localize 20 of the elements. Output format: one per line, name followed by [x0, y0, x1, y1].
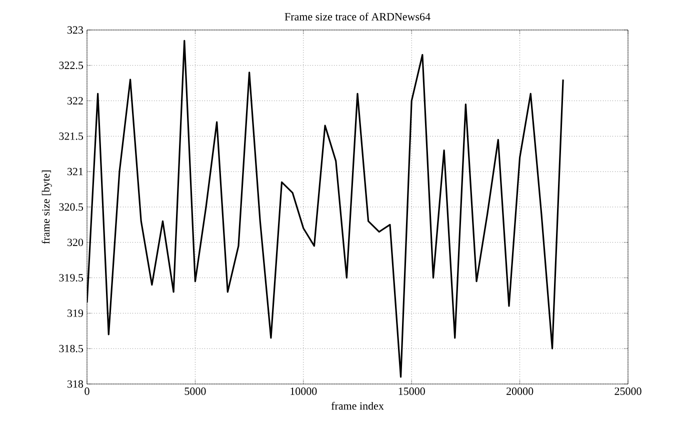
- x-tick-label: 10000: [290, 388, 317, 395]
- x-tick-label: 20000: [506, 388, 534, 395]
- x-tick-label: 15000: [398, 388, 425, 395]
- y-tick-label: 322: [68, 97, 83, 104]
- y-tick-label: 322.5: [59, 62, 84, 70]
- y-tick-label: 320.5: [59, 203, 84, 211]
- y-tick-label: 320: [68, 238, 84, 246]
- y-tick-label: 323: [68, 26, 84, 34]
- x-tick-label: 25000: [614, 388, 642, 395]
- chart-title: Frame size trace of ARDNews64: [284, 12, 430, 20]
- y-tick-label: 319.5: [59, 274, 84, 282]
- x-tick-label: 5000: [184, 388, 206, 395]
- y-tick-label: 321.5: [59, 132, 84, 140]
- x-tick-label: 0: [84, 388, 90, 395]
- y-tick-label: 318.5: [59, 344, 84, 352]
- y-axis-title: frame size [byte]: [42, 170, 52, 244]
- y-tick-label: 321: [68, 168, 83, 176]
- x-axis-title: frame index: [331, 402, 384, 410]
- y-tick-label: 318: [68, 380, 84, 388]
- y-tick-label: 319: [68, 310, 84, 317]
